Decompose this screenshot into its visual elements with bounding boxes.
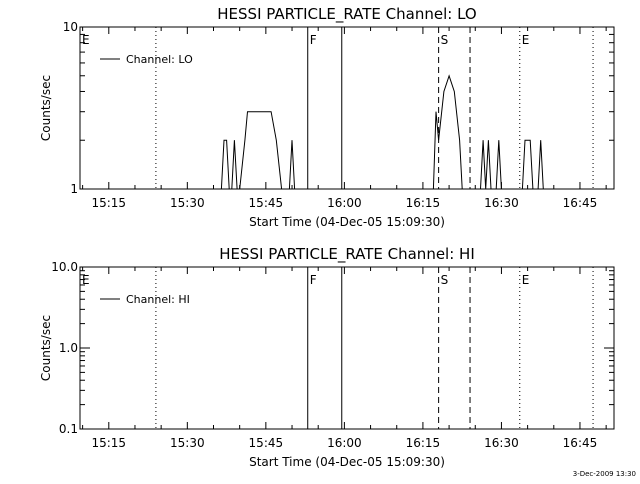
event-marker-label: E (82, 33, 90, 47)
event-marker-label: S (441, 33, 449, 47)
x-tick-label: 15:30 (170, 436, 205, 450)
event-marker-label: F (310, 273, 317, 287)
x-tick-label: 16:45 (563, 196, 598, 210)
chart-title: HESSI PARTICLE_RATE Channel: HI (219, 245, 475, 264)
x-tick-label: 15:30 (170, 196, 205, 210)
x-tick-label: 15:15 (91, 436, 126, 450)
y-tick-label: 1 (70, 182, 78, 196)
y-axis-label: Counts/sec (39, 75, 53, 141)
x-tick-label: 16:30 (484, 196, 519, 210)
series-line-0 (221, 76, 543, 189)
x-tick-label: 15:45 (249, 436, 284, 450)
y-axis-label: Counts/sec (39, 315, 53, 381)
x-tick-label: 16:00 (327, 436, 362, 450)
x-tick-label: 15:45 (249, 196, 284, 210)
event-marker-label: E (82, 273, 90, 287)
x-tick-label: 16:00 (327, 196, 362, 210)
chart-title: HESSI PARTICLE_RATE Channel: LO (217, 5, 476, 24)
y-tick-label: 10 (63, 20, 78, 34)
legend-entry: Channel: LO (126, 53, 193, 66)
x-tick-label: 16:30 (484, 436, 519, 450)
x-axis-label: Start Time (04-Dec-05 15:09:30) (249, 215, 445, 229)
event-marker-label: S (441, 273, 449, 287)
x-tick-label: 16:45 (563, 436, 598, 450)
event-marker-label: E (522, 273, 530, 287)
legend-entry: Channel: HI (126, 293, 190, 306)
x-tick-label: 16:15 (406, 196, 441, 210)
y-tick-label: 0.1 (59, 422, 78, 436)
event-marker-label: E (522, 33, 530, 47)
y-tick-label: 1.0 (59, 341, 78, 355)
plot-frame (80, 27, 614, 189)
y-tick-label: 10.0 (51, 260, 78, 274)
chart-panel-1: HESSI PARTICLE_RATE Channel: HI Start Tim… (39, 245, 614, 469)
plot-frame (80, 267, 614, 429)
event-marker-label: F (310, 33, 317, 47)
x-tick-label: 16:15 (406, 436, 441, 450)
x-axis-label: Start Time (04-Dec-05 15:09:30) (249, 455, 445, 469)
footer-timestamp: 3-Dec-2009 13:30 (573, 470, 636, 478)
chart-panel-0: HESSI PARTICLE_RATE Channel: LO Start Tim… (39, 5, 614, 229)
x-tick-label: 15:15 (91, 196, 126, 210)
